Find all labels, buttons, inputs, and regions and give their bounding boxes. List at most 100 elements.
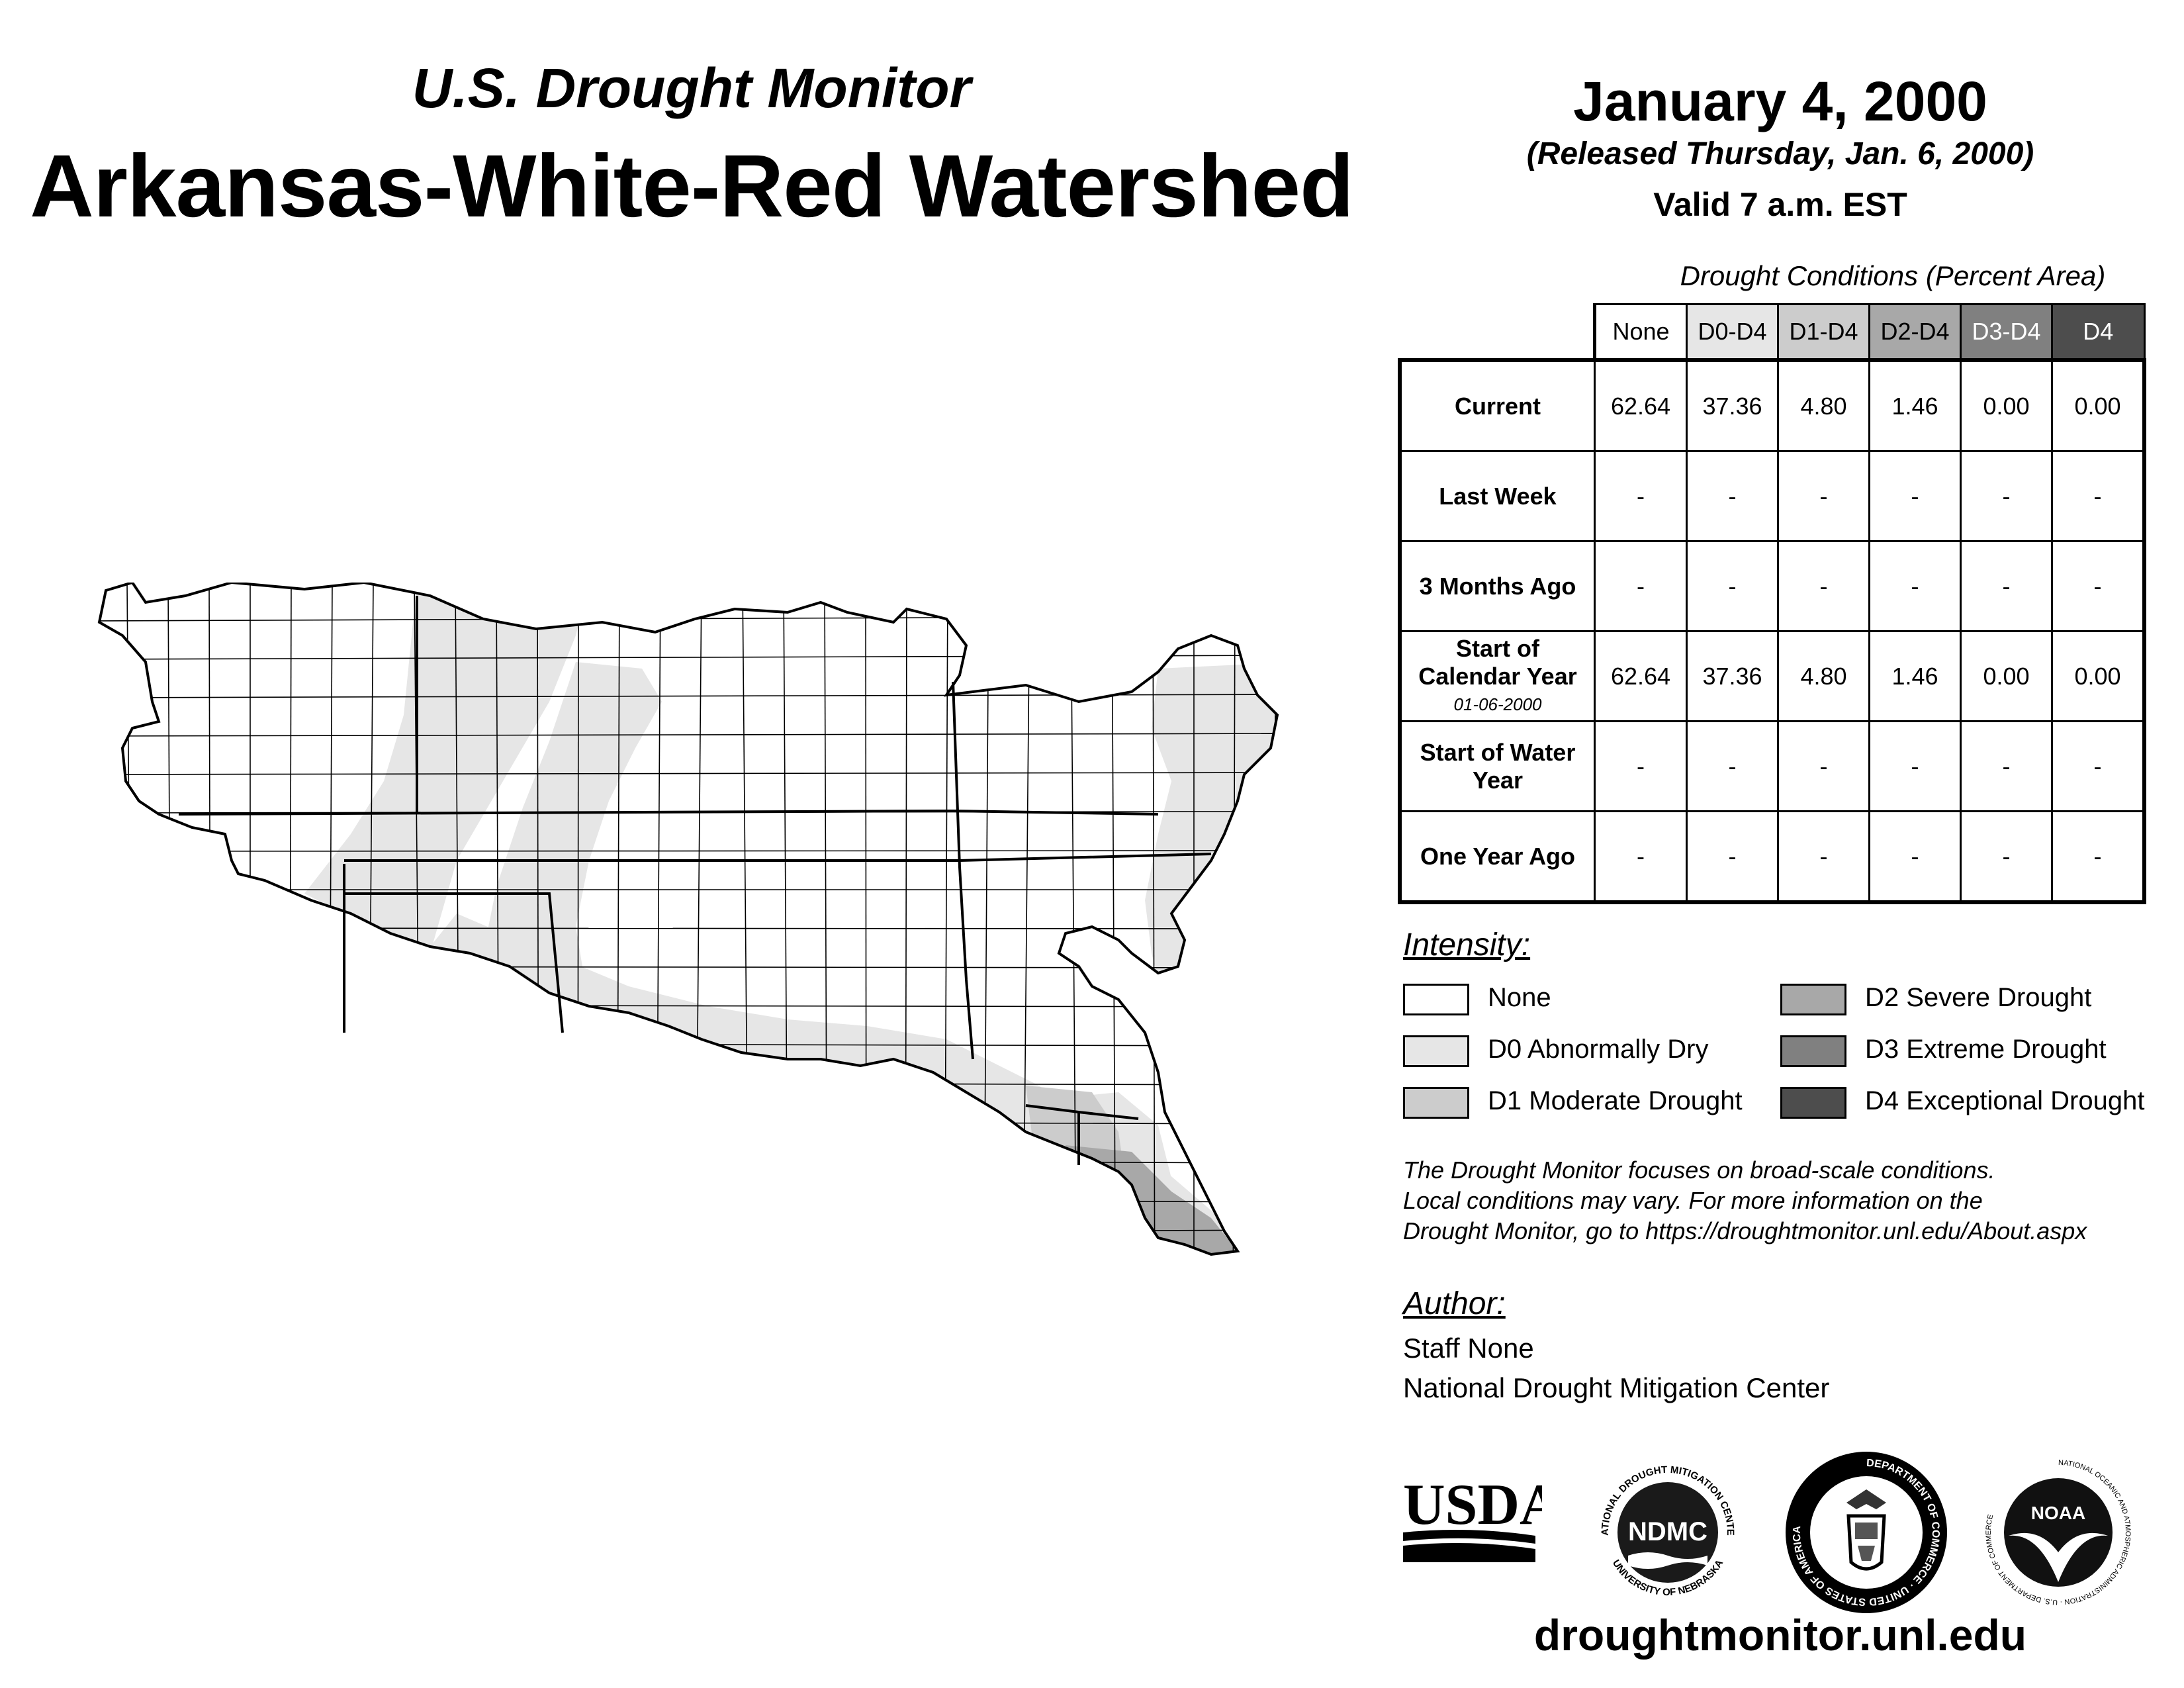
table-caption: Drought Conditions (Percent Area) [1680, 260, 2106, 291]
state-boundaries [178, 596, 1212, 1165]
page-title: Arkansas-White-Red Watershed [30, 137, 1354, 236]
row-label: Current [1398, 359, 1596, 452]
county-line [99, 966, 1277, 968]
county-line [99, 772, 1277, 775]
row-label-text: 3 Months Ago [1419, 572, 1576, 600]
table-cell: - [1960, 720, 2053, 812]
table-row: Current 62.64 37.36 4.80 1.46 0.00 0.00 [1398, 359, 2146, 452]
ndmc-logo: NATIONAL DROUGHT MITIGATION CENTER UNIVE… [1588, 1453, 1736, 1598]
map-area-d0-central [483, 662, 662, 1006]
table-cell: - [1777, 810, 1870, 904]
usda-logo-text: USDA [1403, 1473, 1542, 1537]
table-cell: - [1868, 810, 1962, 904]
table-cell: - [1594, 810, 1688, 904]
legend-label: D4 Exceptional Drought [1865, 1086, 2145, 1115]
table-cell: 1.46 [1868, 630, 1962, 722]
row-label: Start of Calendar Year 01-06-2000 [1398, 630, 1596, 722]
row-label-text: Start of Calendar Year [1418, 634, 1577, 690]
table-cell: - [1594, 720, 1688, 812]
column-header-d0-d4: D0-D4 [1686, 303, 1779, 361]
table-cell: - [2051, 720, 2146, 812]
legend-heading: Intensity: [1403, 927, 1531, 962]
noaa-logo-text: NOAA [2031, 1503, 2085, 1523]
department-of-commerce-logo: DEPARTMENT OF COMMERCE · UNITED STATES O… [1786, 1452, 1947, 1613]
map-area-d0-ozarks [1145, 662, 1277, 1059]
county-line [99, 927, 1277, 929]
legend-label: D0 Abnormally Dry [1488, 1035, 1709, 1064]
legend-label: D3 Extreme Drought [1865, 1035, 2107, 1064]
county-line [86, 1269, 1297, 1274]
table-cell: - [1777, 720, 1870, 812]
row-sublabel: 01-06-2000 [1453, 694, 1542, 714]
drought-conditions-table: None D0-D4 D1-D4 D2-D4 D3-D4 D4 Current 6… [1398, 303, 2146, 904]
table-cell: 1.46 [1868, 359, 1962, 452]
legend-swatch [1780, 984, 1846, 1015]
legend-label: D2 Severe Drought [1865, 983, 2092, 1012]
table-cell: - [1960, 540, 2053, 632]
table-cell: - [2051, 450, 2146, 542]
table-cell: - [1868, 540, 1962, 632]
table-row: Start of Calendar Year 01-06-2000 62.64 37.… [1398, 630, 2146, 722]
table-cell: - [1686, 450, 1779, 542]
column-header-d1-d4: D1-D4 [1777, 303, 1870, 361]
state-line-co-ks-north [178, 809, 1159, 816]
table-cell: - [1960, 450, 2053, 542]
note-line-2: Local conditions may vary. For more info… [1403, 1187, 1983, 1214]
table-cell: - [1686, 810, 1779, 904]
map-date: January 4, 2000 [1573, 70, 1987, 132]
table-cell: - [1686, 540, 1779, 632]
table-row: One Year Ago - - - - - - [1398, 810, 2146, 904]
county-line [1152, 583, 1156, 1254]
table-cell: - [1686, 720, 1779, 812]
legend-swatch [1780, 1035, 1846, 1067]
row-label-text: Start of Water Year [1420, 738, 1576, 794]
state-line-panhandle [343, 864, 564, 1033]
row-label: One Year Ago [1398, 810, 1596, 904]
table-cell: - [1868, 720, 1962, 812]
author-name: Staff None [1403, 1333, 1534, 1364]
table-cell: - [1594, 540, 1688, 632]
table-cell: - [1777, 450, 1870, 542]
table-cell: 0.00 [2051, 630, 2146, 722]
county-line [99, 733, 1277, 737]
table-row: Start of Water Year - - - - - - [1398, 720, 2146, 812]
note-line-3: Drought Monitor, go to https://droughtmo… [1403, 1217, 2087, 1244]
table-cell: 0.00 [2051, 359, 2146, 452]
county-line [99, 1196, 1277, 1203]
state-line-ok-ar [952, 681, 974, 1060]
author-heading: Author: [1403, 1286, 1506, 1321]
county-line [99, 1229, 1277, 1236]
table-cell: - [2051, 810, 2146, 904]
table-cell: 4.80 [1777, 630, 1870, 722]
table-row: Last Week - - - - - - [1398, 450, 2146, 542]
note-line-1: The Drought Monitor focuses on broad-sca… [1403, 1156, 1995, 1184]
legend-swatch [1780, 1087, 1846, 1119]
table-corner [1400, 304, 1596, 362]
legend-label: D1 Moderate Drought [1488, 1086, 1743, 1115]
website-url[interactable]: droughtmonitor.unl.edu [1533, 1611, 2027, 1660]
ndmc-logo-text: NDMC [1628, 1517, 1707, 1546]
table-cell: - [1594, 450, 1688, 542]
release-date: (Released Thursday, Jan. 6, 2000) [1526, 136, 2034, 171]
legend-swatch [1403, 1035, 1469, 1067]
column-header-d3-d4: D3-D4 [1960, 303, 2053, 361]
author-organization: National Drought Mitigation Center [1403, 1372, 1830, 1403]
county-line [1271, 583, 1277, 1254]
legend-swatch [1403, 984, 1469, 1015]
row-label: Start of Water Year [1398, 720, 1596, 812]
row-label: Last Week [1398, 450, 1596, 542]
row-label: 3 Months Ago [1398, 540, 1596, 632]
legend-label: None [1488, 983, 1551, 1012]
table-cell: 0.00 [1960, 359, 2053, 452]
column-header-none: None [1594, 303, 1688, 361]
noaa-logo: NATIONAL OCEANIC AND ATMOSPHERIC ADMINIS… [1985, 1459, 2132, 1606]
table-cell: - [1777, 540, 1870, 632]
usda-logo: USDA [1403, 1473, 1542, 1562]
table-cell: 37.36 [1686, 359, 1779, 452]
column-header-d2-d4: D2-D4 [1868, 303, 1962, 361]
table-cell: 0.00 [1960, 630, 2053, 722]
row-label-text: One Year Ago [1420, 842, 1576, 870]
disclaimer-note: The Drought Monitor focuses on broad-sca… [1403, 1155, 2177, 1246]
legend-swatch [1403, 1087, 1469, 1119]
monitor-subtitle: U.S. Drought Monitor [412, 57, 972, 119]
